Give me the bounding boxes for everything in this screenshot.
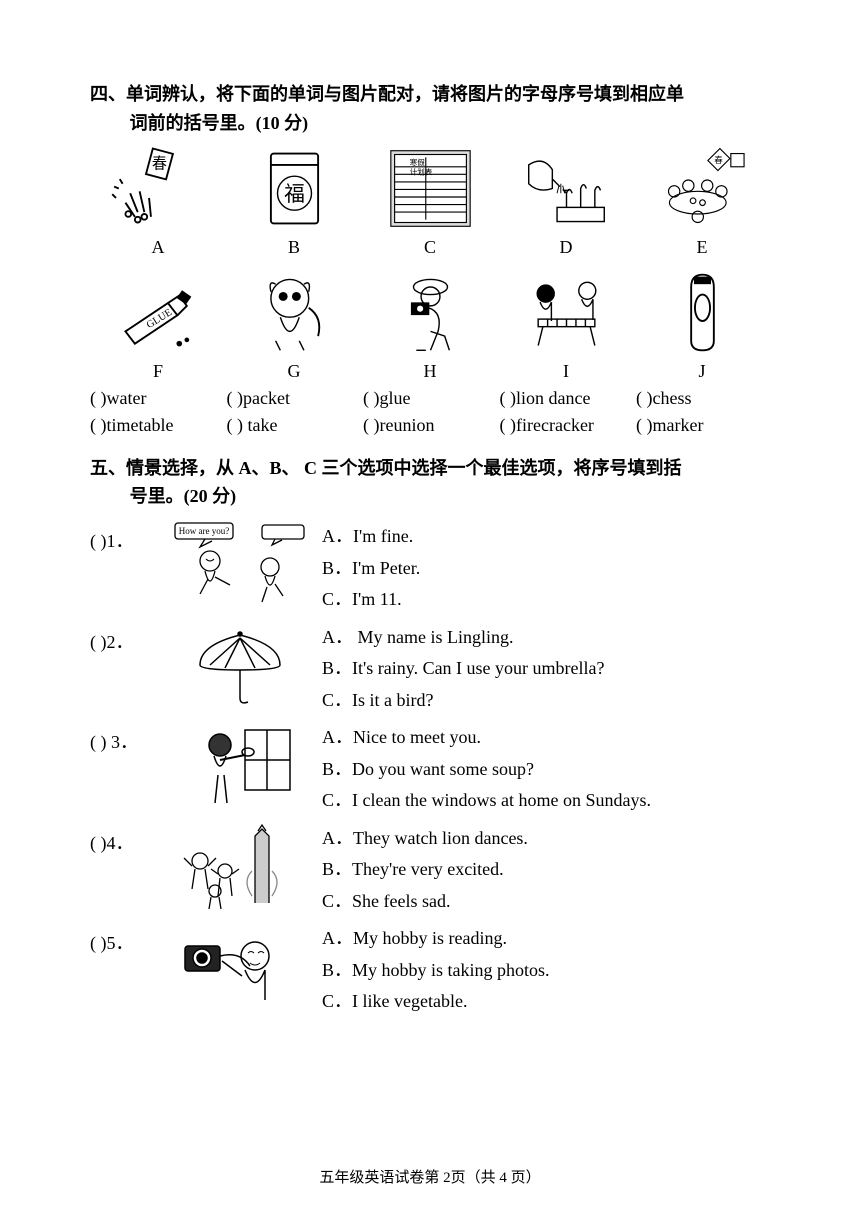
label-f: F (153, 361, 163, 382)
q3-opt-b: B．Do you want some soup? (322, 754, 770, 786)
takephoto-image (383, 270, 478, 355)
label-h: H (424, 361, 437, 382)
q4-options: A．They watch lion dances. B．They're very… (310, 821, 770, 918)
q2-opt-b: B．It's rainy. Can I use your umbrella? (322, 653, 770, 685)
question-3: ( ) 3． A．Nice to meet you. B．Do you want… (90, 720, 770, 817)
word-liondance: ( )lion dance (500, 388, 634, 409)
word-row-1: ( )water ( )packet ( )glue ( )lion dance… (90, 388, 770, 409)
q3-options: A．Nice to meet you. B．Do you want some s… (310, 720, 770, 817)
liondance-image (247, 270, 342, 355)
word-packet: ( )packet (227, 388, 361, 409)
word-reunion: ( )reunion (363, 415, 497, 436)
image-cell-f: GLUE F (98, 270, 218, 382)
water-image (519, 146, 614, 231)
section4-images-row1: 春 A 福 B 寒假计划表 C D 春 E (90, 146, 770, 258)
q1-image: How are you? (170, 519, 310, 611)
section4-title-line1: 四、单词辨认，将下面的单词与图片配对，请将图片的字母序号填到相应单 (90, 80, 770, 109)
image-cell-h: H (370, 270, 490, 382)
q1-num: ( )1． (90, 519, 170, 553)
image-cell-d: D (506, 146, 626, 258)
word-water: ( )water (90, 388, 224, 409)
q1-options: A．I'm fine. B．I'm Peter. C．I'm 11. (310, 519, 770, 616)
image-cell-g: G (234, 270, 354, 382)
svg-text:春: 春 (151, 155, 166, 172)
image-cell-b: 福 B (234, 146, 354, 258)
label-d: D (560, 237, 573, 258)
image-cell-j: J (642, 270, 762, 382)
q3-num: ( ) 3． (90, 720, 170, 754)
marker-image (655, 270, 750, 355)
word-chess: ( )chess (636, 388, 770, 409)
q4-opt-c: C．She feels sad. (322, 886, 770, 918)
svg-text:How are you?: How are you? (179, 526, 229, 536)
q5-opt-b: B．My hobby is taking photos. (322, 955, 770, 987)
timetable-image: 寒假计划表 (383, 146, 478, 231)
q5-num: ( )5． (90, 921, 170, 955)
image-cell-a: 春 A (98, 146, 218, 258)
q4-num: ( )4． (90, 821, 170, 855)
glue-image: GLUE (111, 270, 206, 355)
question-2: ( )2． A． My name is Lingling. B．It's rai… (90, 620, 770, 717)
svg-text:春: 春 (714, 155, 723, 165)
reunion-image: 春 (655, 146, 750, 231)
image-cell-c: 寒假计划表 C (370, 146, 490, 258)
section5-title-line1: 五、情景选择，从 A、B、 C 三个选项中选择一个最佳选项，将序号填到括 (90, 454, 770, 483)
q1-opt-a: A．I'm fine. (322, 521, 770, 553)
packet-image: 福 (247, 146, 342, 231)
q2-opt-c: C．Is it a bird? (322, 685, 770, 717)
q4-opt-a: A．They watch lion dances. (322, 823, 770, 855)
q5-opt-a: A．My hobby is reading. (322, 923, 770, 955)
label-b: B (288, 237, 300, 258)
svg-text:福: 福 (284, 182, 305, 205)
q2-image (170, 620, 310, 712)
label-e: E (697, 237, 708, 258)
q4-opt-b: B．They're very excited. (322, 854, 770, 886)
section4-title-line2: 词前的括号里。(10 分) (90, 109, 770, 138)
image-cell-e: 春 E (642, 146, 762, 258)
section5-title-line2: 号里。(20 分) (90, 482, 770, 511)
q1-opt-b: B．I'm Peter. (322, 553, 770, 585)
q4-image (170, 821, 310, 913)
word-timetable: ( )timetable (90, 415, 224, 436)
word-firecracker: ( )firecracker (500, 415, 634, 436)
q2-options: A． My name is Lingling. B．It's rainy. Ca… (310, 620, 770, 717)
firecracker-image: 春 (111, 146, 206, 231)
q5-opt-c: C．I like vegetable. (322, 986, 770, 1018)
label-j: J (698, 361, 705, 382)
section5-title: 五、情景选择，从 A、B、 C 三个选项中选择一个最佳选项，将序号填到括 号里。… (90, 454, 770, 512)
q5-image (170, 921, 310, 1013)
word-glue: ( )glue (363, 388, 497, 409)
q1-opt-c: C．I'm 11. (322, 584, 770, 616)
image-cell-i: I (506, 270, 626, 382)
label-a: A (152, 237, 165, 258)
question-4: ( )4． A．They watch lion dances. B．They'r… (90, 821, 770, 918)
q2-opt-a: A． My name is Lingling. (322, 622, 770, 654)
word-marker: ( )marker (636, 415, 770, 436)
svg-text:寒假: 寒假 (409, 156, 425, 166)
section4-images-row2: GLUE F G H I J (90, 270, 770, 382)
q3-image (170, 720, 310, 812)
label-g: G (288, 361, 301, 382)
word-take: ( ) take (227, 415, 361, 436)
section4-title: 四、单词辨认，将下面的单词与图片配对，请将图片的字母序号填到相应单 词前的括号里… (90, 80, 770, 138)
q3-opt-c: C．I clean the windows at home on Sundays… (322, 785, 770, 817)
label-i: I (563, 361, 569, 382)
q5-options: A．My hobby is reading. B．My hobby is tak… (310, 921, 770, 1018)
word-row-2: ( )timetable ( ) take ( )reunion ( )fire… (90, 415, 770, 436)
question-1: ( )1． How are you? A．I'm fine. B．I'm Pet… (90, 519, 770, 616)
q3-opt-a: A．Nice to meet you. (322, 722, 770, 754)
question-5: ( )5． A．My hobby is reading. B．My hobby … (90, 921, 770, 1018)
q2-num: ( )2． (90, 620, 170, 654)
label-c: C (424, 237, 436, 258)
page-footer: 五年级英语试卷第 2页（共 4 页） (0, 1166, 860, 1187)
chess-image (519, 270, 614, 355)
